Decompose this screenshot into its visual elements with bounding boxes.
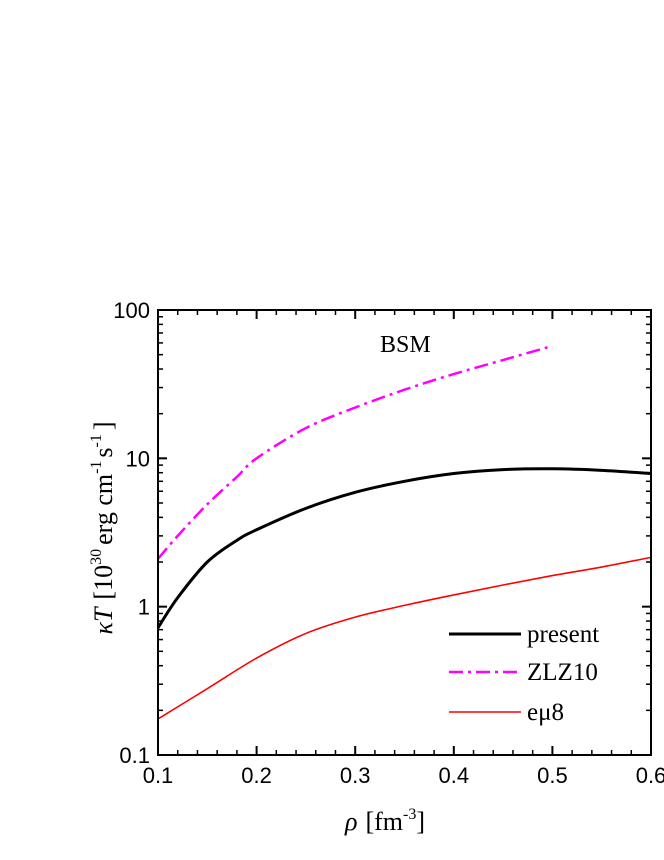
series-curves <box>156 346 652 720</box>
y-tick-label: 100 <box>113 298 150 323</box>
x-tick-label: 0.6 <box>636 763 664 788</box>
annotation-bsm: BSM <box>380 332 431 358</box>
legend: present ZLZ10 eμ8 <box>449 621 599 726</box>
x-axis-symbol: ρ <box>344 807 357 836</box>
series-line-e-8 <box>157 556 652 720</box>
legend-label-present: present <box>527 621 599 648</box>
x-tick-label: 0.3 <box>340 763 371 788</box>
x-tick-label: 0.1 <box>143 763 174 788</box>
x-axis-unit: [fm <box>365 807 403 836</box>
y-axis-symbol: κT <box>89 606 118 634</box>
axis-tick-labels: 0.1 0.2 0.3 0.4 0.5 0.6 0.1 1 10 100 <box>113 298 664 788</box>
y-axis-unit-exp30: 30 <box>88 549 105 565</box>
y-axis-unit-erg-cm: erg cm <box>89 474 118 545</box>
x-axis-title: ρ [fm-3] <box>344 806 425 836</box>
y-axis-title: κT[1030erg cm-1s-1] <box>88 421 118 634</box>
series-line-present <box>156 467 652 629</box>
y-axis-unit-s: s <box>89 447 118 457</box>
y-tick-label: 1 <box>138 595 150 620</box>
x-tick-label: 0.5 <box>537 763 568 788</box>
y-axis-unit-exp-s: -1 <box>88 434 105 447</box>
plot-frame <box>157 309 652 756</box>
y-axis-unit-exp-cm: -1 <box>88 461 105 474</box>
x-axis-unit-exponent: -3 <box>403 806 416 823</box>
y-axis-unit-close: ] <box>89 421 118 430</box>
legend-label-zlz10: ZLZ10 <box>527 659 598 686</box>
x-axis-unit-close: ] <box>416 807 425 836</box>
x-tick-label: 0.4 <box>439 763 470 788</box>
y-tick-label: 0.1 <box>119 743 150 768</box>
plot-area: 0.1 0.2 0.3 0.4 0.5 0.6 0.1 1 10 100 <box>113 298 664 788</box>
y-axis-unit-prefix: [10 <box>89 565 118 600</box>
legend-label-e-8: eμ8 <box>527 699 564 726</box>
series-line-zlz10 <box>157 346 548 560</box>
y-tick-label: 10 <box>126 446 150 471</box>
axis-ticks <box>157 309 652 756</box>
x-tick-label: 0.2 <box>241 763 272 788</box>
